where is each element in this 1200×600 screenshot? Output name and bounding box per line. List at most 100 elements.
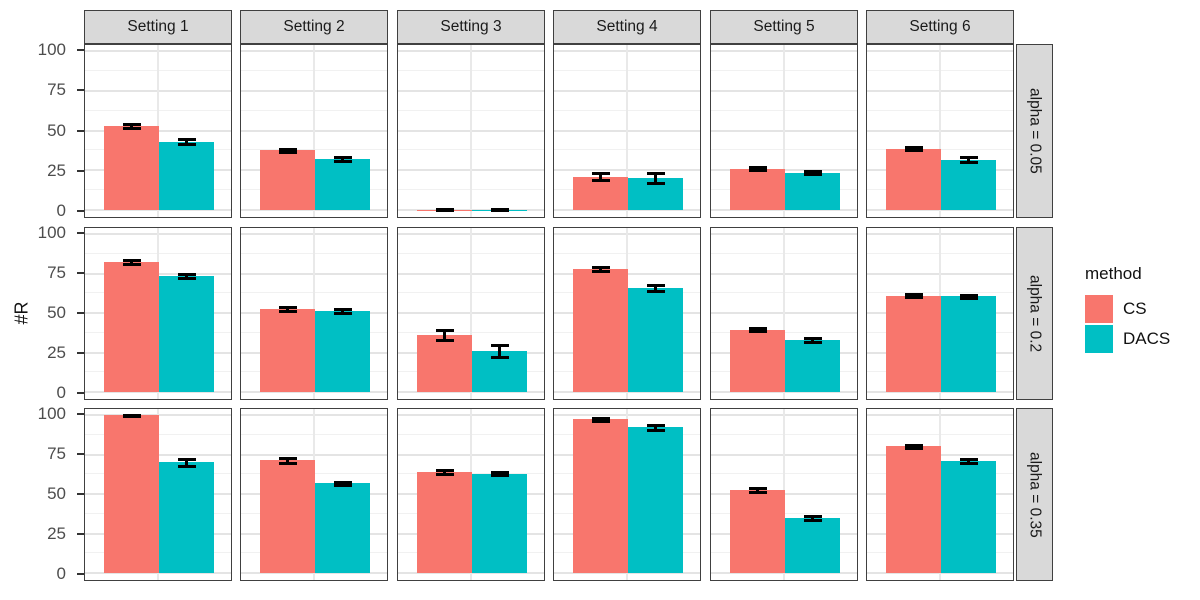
y-axis-tick	[77, 129, 84, 132]
errorbar-cap-top	[904, 146, 923, 150]
bar-dacs	[315, 159, 370, 211]
errorbar-cap-bottom	[646, 290, 665, 294]
bar-dacs	[941, 160, 996, 211]
errorbar-cap-bottom	[591, 419, 610, 423]
bar-cs	[730, 329, 785, 393]
errorbar-cap-top	[646, 172, 665, 176]
errorbar-cap-bottom	[177, 143, 196, 147]
errorbar-line	[756, 488, 759, 493]
y-axis-tick-label: 50	[47, 484, 66, 504]
panel-setting1-row2	[84, 227, 232, 400]
panel-setting3-row1	[397, 44, 545, 218]
errorbar-cap-bottom	[490, 474, 509, 478]
y-axis-tick-label: 100	[37, 404, 66, 424]
y-axis-tick	[77, 232, 84, 235]
errorbar-line	[130, 260, 133, 265]
legend-label-dacs: DACS	[1123, 329, 1171, 348]
y-axis-tick-label: 25	[47, 160, 66, 180]
errorbar-cap-bottom	[333, 159, 352, 163]
facet-column-strip-1: Setting 1	[84, 10, 232, 44]
errorbar-line	[443, 470, 446, 475]
legend-title: method	[1085, 264, 1142, 283]
y-axis-tick-label: 0	[56, 383, 66, 403]
errorbar-cap-bottom	[803, 340, 822, 344]
errorbar-cap-bottom	[591, 269, 610, 273]
errorbar-line	[654, 425, 657, 431]
gridline-vertical	[783, 228, 785, 399]
errorbar-cap-bottom	[959, 161, 978, 165]
panel-setting6-row3	[866, 408, 1014, 581]
errorbar-line	[498, 472, 501, 476]
errorbar-line	[756, 167, 759, 171]
y-axis-tick	[77, 89, 84, 92]
bar-cs	[260, 460, 315, 574]
errorbar-cap-top	[959, 457, 978, 461]
errorbar-cap-bottom	[278, 150, 297, 154]
bar-cs	[260, 150, 315, 211]
errorbar-cap-top	[803, 169, 822, 173]
bar-cs	[104, 415, 159, 574]
errorbar-cap-bottom	[959, 297, 978, 301]
legend: method CS DACS	[1085, 264, 1170, 355]
errorbar-cap-top	[278, 148, 297, 152]
errorbar-line	[286, 149, 289, 153]
errorbar-line	[130, 124, 133, 129]
errorbar-cap-bottom	[803, 518, 822, 522]
gridline-vertical	[313, 45, 315, 217]
facet-column-strip-2: Setting 2	[240, 10, 388, 44]
errorbar-line	[912, 147, 915, 151]
gridline-vertical	[939, 45, 941, 217]
errorbar-cap-bottom	[278, 461, 297, 465]
errorbar-cap-bottom	[122, 126, 141, 130]
errorbar-cap-bottom	[646, 428, 665, 432]
errorbar-cap-top	[748, 165, 767, 169]
y-axis-tick	[77, 493, 84, 496]
errorbar-cap-top	[177, 138, 196, 142]
y-axis-tick	[77, 533, 84, 536]
errorbar-line	[811, 171, 814, 175]
bar-dacs	[628, 426, 683, 574]
errorbar-line	[341, 309, 344, 314]
errorbar-line	[130, 414, 133, 417]
bar-dacs	[159, 275, 214, 393]
panel-setting5-row1	[710, 44, 858, 218]
panel-setting1-row1	[84, 44, 232, 218]
y-axis-tick-label: 75	[47, 263, 66, 283]
panel-setting5-row3	[710, 408, 858, 581]
errorbar-cap-bottom	[904, 446, 923, 450]
bar-cs	[730, 168, 785, 211]
errorbar-line	[654, 285, 657, 292]
y-axis-tick	[77, 392, 84, 395]
errorbar-line	[286, 307, 289, 312]
errorbar-line	[286, 458, 289, 464]
y-axis-tick-label: 0	[56, 201, 66, 221]
errorbar-cap-top	[959, 156, 978, 160]
errorbar-cap-top	[177, 272, 196, 276]
errorbar-cap-top	[646, 423, 665, 427]
bar-cs	[417, 471, 472, 574]
panel-setting4-row2	[553, 227, 701, 400]
gridline-vertical	[470, 45, 472, 217]
y-axis-tick-label: 50	[47, 120, 66, 140]
errorbar-line	[599, 418, 602, 422]
errorbar-cap-bottom	[904, 149, 923, 153]
y-axis-tick	[77, 352, 84, 355]
bar-dacs	[159, 462, 214, 574]
errorbar-line	[498, 208, 501, 211]
errorbar-cap-top	[435, 329, 454, 333]
y-axis-tick-label: 0	[56, 564, 66, 584]
errorbar-cap-bottom	[803, 173, 822, 177]
errorbar-line	[185, 139, 188, 145]
y-axis-tick	[77, 49, 84, 52]
errorbar-cap-bottom	[122, 262, 141, 266]
y-axis-tick-label: 50	[47, 303, 66, 323]
errorbar-line	[498, 345, 501, 358]
panel-setting2-row2	[240, 227, 388, 400]
y-axis-tick	[77, 413, 84, 416]
bar-cs	[417, 335, 472, 393]
errorbar-cap-bottom	[490, 356, 509, 360]
errorbar-cap-top	[490, 471, 509, 475]
bar-cs	[260, 309, 315, 393]
panel-setting1-row3	[84, 408, 232, 581]
errorbar-line	[967, 459, 970, 464]
